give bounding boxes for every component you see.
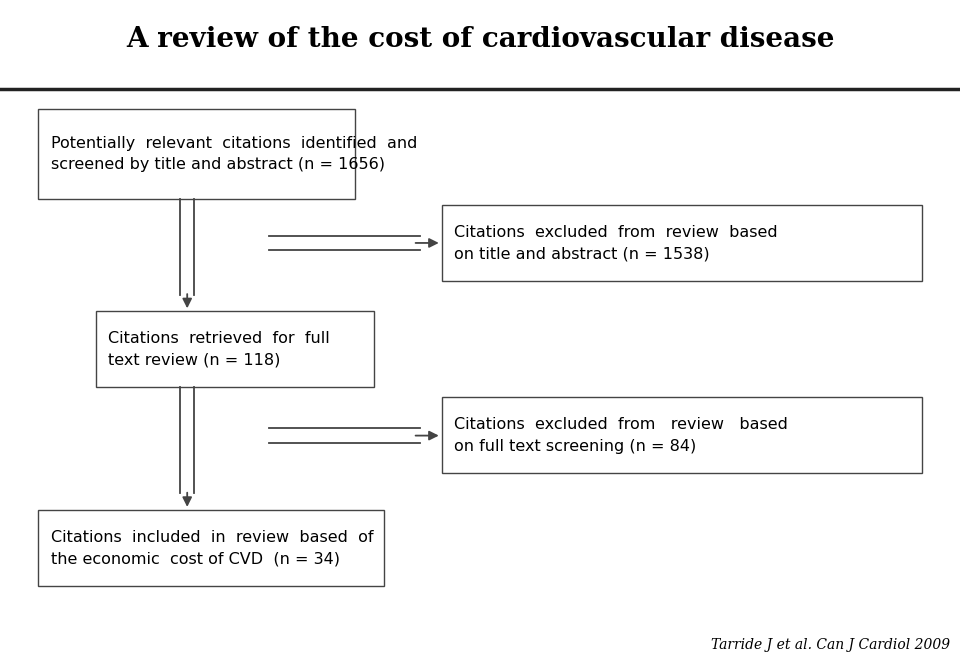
Text: A review of the cost of cardiovascular disease: A review of the cost of cardiovascular d… bbox=[126, 26, 834, 54]
FancyBboxPatch shape bbox=[38, 109, 355, 199]
Text: Potentially  relevant  citations  identified  and
screened by title and abstract: Potentially relevant citations identifie… bbox=[51, 136, 418, 172]
Text: Citations  retrieved  for  full
text review (n = 118): Citations retrieved for full text review… bbox=[108, 331, 330, 367]
FancyBboxPatch shape bbox=[96, 311, 374, 387]
Text: Citations  included  in  review  based  of
the economic  cost of CVD  (n = 34): Citations included in review based of th… bbox=[51, 530, 373, 566]
Text: Citations  excluded  from   review   based
on full text screening (n = 84): Citations excluded from review based on … bbox=[454, 417, 788, 453]
FancyBboxPatch shape bbox=[38, 510, 384, 586]
FancyBboxPatch shape bbox=[442, 205, 922, 281]
FancyBboxPatch shape bbox=[442, 397, 922, 473]
Text: Citations  excluded  from  review  based
on title and abstract (n = 1538): Citations excluded from review based on … bbox=[454, 225, 778, 261]
Text: Tarride J et al. Can J Cardiol 2009: Tarride J et al. Can J Cardiol 2009 bbox=[711, 638, 950, 652]
